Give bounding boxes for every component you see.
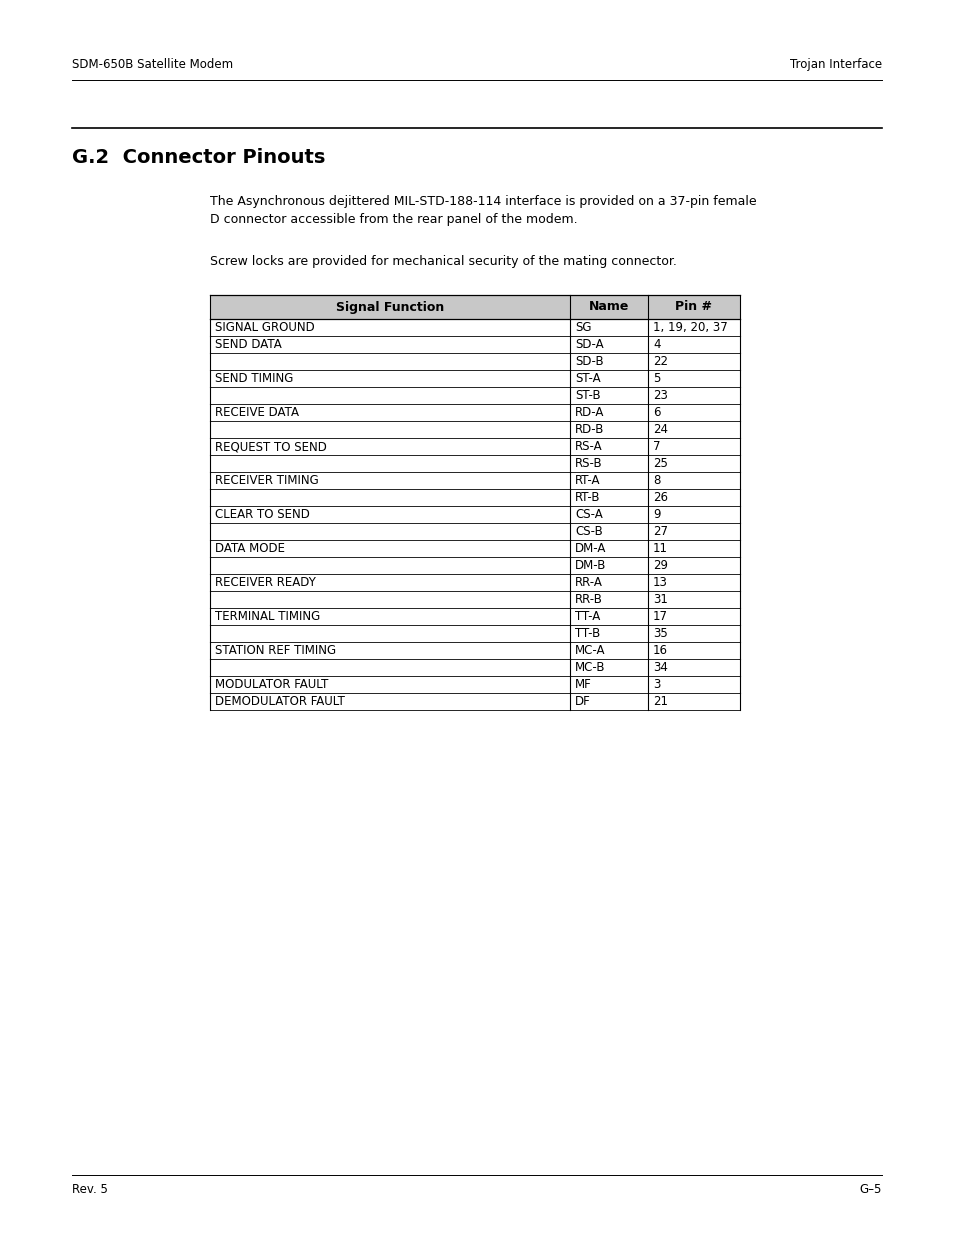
Text: SD-B: SD-B bbox=[575, 354, 603, 368]
Text: SIGNAL GROUND: SIGNAL GROUND bbox=[214, 321, 314, 333]
Text: Signal Function: Signal Function bbox=[335, 300, 444, 314]
Text: Name: Name bbox=[588, 300, 629, 314]
Text: DF: DF bbox=[575, 695, 590, 708]
Text: 7: 7 bbox=[652, 440, 659, 453]
Text: 5: 5 bbox=[652, 372, 659, 385]
Text: 16: 16 bbox=[652, 643, 667, 657]
Text: Trojan Interface: Trojan Interface bbox=[789, 58, 882, 70]
Text: 26: 26 bbox=[652, 492, 667, 504]
Text: 17: 17 bbox=[652, 610, 667, 622]
Text: MODULATOR FAULT: MODULATOR FAULT bbox=[214, 678, 328, 692]
Text: G.2  Connector Pinouts: G.2 Connector Pinouts bbox=[71, 148, 325, 167]
Text: ST-A: ST-A bbox=[575, 372, 600, 385]
Text: 29: 29 bbox=[652, 559, 667, 572]
Text: 24: 24 bbox=[652, 424, 667, 436]
Text: 23: 23 bbox=[652, 389, 667, 403]
Text: RECEIVER READY: RECEIVER READY bbox=[214, 576, 315, 589]
Text: 35: 35 bbox=[652, 627, 667, 640]
Text: RECEIVE DATA: RECEIVE DATA bbox=[214, 406, 298, 419]
Text: 22: 22 bbox=[652, 354, 667, 368]
Text: MC-B: MC-B bbox=[575, 661, 605, 674]
Text: ST-B: ST-B bbox=[575, 389, 600, 403]
Text: DM-A: DM-A bbox=[575, 542, 606, 555]
Text: 11: 11 bbox=[652, 542, 667, 555]
Text: 8: 8 bbox=[652, 474, 659, 487]
Text: RS-A: RS-A bbox=[575, 440, 602, 453]
Text: DATA MODE: DATA MODE bbox=[214, 542, 285, 555]
Text: SDM-650B Satellite Modem: SDM-650B Satellite Modem bbox=[71, 58, 233, 70]
Text: RD-B: RD-B bbox=[575, 424, 604, 436]
Text: 3: 3 bbox=[652, 678, 659, 692]
Text: TERMINAL TIMING: TERMINAL TIMING bbox=[214, 610, 320, 622]
Text: 31: 31 bbox=[652, 593, 667, 606]
Text: 27: 27 bbox=[652, 525, 667, 538]
Text: TT-B: TT-B bbox=[575, 627, 599, 640]
Bar bbox=[210, 295, 740, 319]
Text: RS-B: RS-B bbox=[575, 457, 602, 471]
Text: MF: MF bbox=[575, 678, 591, 692]
Text: RECEIVER TIMING: RECEIVER TIMING bbox=[214, 474, 318, 487]
Text: STATION REF TIMING: STATION REF TIMING bbox=[214, 643, 335, 657]
Text: CS-B: CS-B bbox=[575, 525, 602, 538]
Text: The Asynchronous dejittered MIL-STD-188-114 interface is provided on a 37-pin fe: The Asynchronous dejittered MIL-STD-188-… bbox=[210, 195, 756, 226]
Text: MC-A: MC-A bbox=[575, 643, 605, 657]
Text: 6: 6 bbox=[652, 406, 659, 419]
Text: CS-A: CS-A bbox=[575, 508, 602, 521]
Text: SEND TIMING: SEND TIMING bbox=[214, 372, 294, 385]
Text: RR-B: RR-B bbox=[575, 593, 602, 606]
Text: 34: 34 bbox=[652, 661, 667, 674]
Text: RT-B: RT-B bbox=[575, 492, 599, 504]
Text: 4: 4 bbox=[652, 338, 659, 351]
Text: SG: SG bbox=[575, 321, 591, 333]
Text: REQUEST TO SEND: REQUEST TO SEND bbox=[214, 440, 327, 453]
Text: TT-A: TT-A bbox=[575, 610, 599, 622]
Text: 9: 9 bbox=[652, 508, 659, 521]
Text: RT-A: RT-A bbox=[575, 474, 599, 487]
Text: 21: 21 bbox=[652, 695, 667, 708]
Text: CLEAR TO SEND: CLEAR TO SEND bbox=[214, 508, 310, 521]
Text: RD-A: RD-A bbox=[575, 406, 604, 419]
Text: G–5: G–5 bbox=[859, 1183, 882, 1195]
Text: Pin #: Pin # bbox=[675, 300, 712, 314]
Text: RR-A: RR-A bbox=[575, 576, 602, 589]
Text: 13: 13 bbox=[652, 576, 667, 589]
Text: Rev. 5: Rev. 5 bbox=[71, 1183, 108, 1195]
Text: SEND DATA: SEND DATA bbox=[214, 338, 281, 351]
Text: DEMODULATOR FAULT: DEMODULATOR FAULT bbox=[214, 695, 345, 708]
Text: 25: 25 bbox=[652, 457, 667, 471]
Text: Screw locks are provided for mechanical security of the mating connector.: Screw locks are provided for mechanical … bbox=[210, 254, 677, 268]
Text: 1, 19, 20, 37: 1, 19, 20, 37 bbox=[652, 321, 727, 333]
Text: SD-A: SD-A bbox=[575, 338, 603, 351]
Text: DM-B: DM-B bbox=[575, 559, 606, 572]
